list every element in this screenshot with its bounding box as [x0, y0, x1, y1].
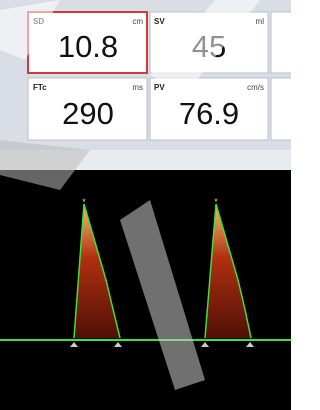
- peak-marker: *: [214, 197, 218, 207]
- tile-partial: [271, 12, 291, 73]
- tile-label: SV: [154, 17, 165, 26]
- tile-unit: ml: [256, 17, 265, 26]
- tile-value: 10.8: [58, 29, 118, 64]
- tile-value: 290: [62, 96, 114, 131]
- tile-unit: ms: [132, 83, 143, 92]
- tile-unit: cm/s: [247, 83, 264, 92]
- monitor-screen: SD cm 10.8 SV ml 45 FTc ms 290 PV cm/s 7…: [0, 0, 291, 410]
- tile-partial: [271, 78, 291, 140]
- tile-unit: cm: [132, 17, 143, 26]
- tile-label: FTc: [33, 83, 47, 92]
- tile-label: PV: [154, 83, 165, 92]
- peak-marker: *: [82, 197, 86, 207]
- tile-value: 76.9: [179, 96, 239, 131]
